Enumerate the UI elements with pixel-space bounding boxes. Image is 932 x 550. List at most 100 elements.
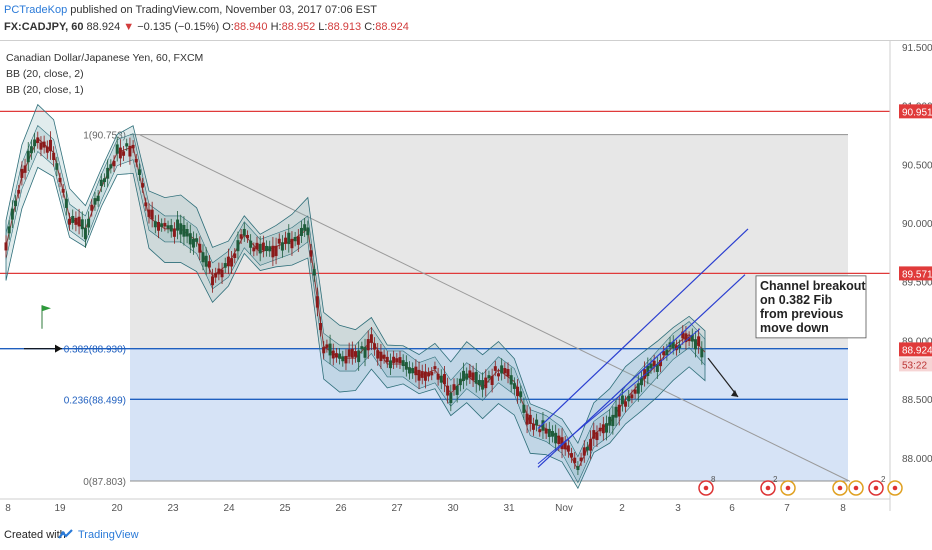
candle-body <box>83 227 87 240</box>
candle-body <box>36 137 40 143</box>
candle-body <box>541 420 545 431</box>
candle-body <box>550 431 554 437</box>
candle-body <box>4 242 8 251</box>
bb-indicator-2[interactable]: BB (20, close, 1) <box>6 84 84 96</box>
candle-body <box>369 334 373 343</box>
tradingview-logo-icon <box>58 529 73 539</box>
entry-arrow-head <box>55 344 62 353</box>
candle-body <box>614 406 618 418</box>
candle-body <box>446 385 450 396</box>
candle-body <box>662 351 666 356</box>
event-badge-dot <box>892 485 898 491</box>
candle-body <box>144 202 148 207</box>
candle-body <box>585 446 589 451</box>
candle-body <box>462 370 466 381</box>
candle-body <box>414 366 418 376</box>
candle-body <box>512 383 516 389</box>
projection-arrow-head <box>731 389 738 397</box>
candle-body <box>423 371 427 381</box>
candle-body <box>487 375 491 379</box>
candle-body <box>452 384 456 390</box>
candle-body <box>160 223 164 227</box>
annotation-line: on 0.382 Fib <box>760 293 833 307</box>
candle-body <box>347 349 351 357</box>
projection-arrow <box>707 357 739 398</box>
candle-body <box>655 363 659 372</box>
candle-body <box>220 269 224 278</box>
x-tick-label: 3 <box>675 503 681 514</box>
candle-body <box>77 216 81 227</box>
candle-body <box>296 236 300 245</box>
candle-body <box>659 359 663 367</box>
candle-body <box>147 209 151 217</box>
candle-body <box>643 369 647 379</box>
candle-body <box>563 442 567 450</box>
candle-body <box>382 354 386 359</box>
candle-body <box>125 143 129 147</box>
event-badge-dot <box>873 485 879 491</box>
candle-body <box>195 238 199 242</box>
candle-body <box>26 150 30 163</box>
chart-svg[interactable]: 1(90.753) 0.382(88.930) 0.236(88.499) 0(87.… <box>0 41 932 521</box>
y-tick-label: 89.500 <box>902 278 932 289</box>
candle-body <box>690 334 694 342</box>
candle-body <box>188 233 192 245</box>
header: PCTradeKop published on TradingView.com,… <box>0 0 932 40</box>
candle-body <box>319 322 323 330</box>
candle-body <box>309 250 313 257</box>
candle-body <box>10 208 14 220</box>
candle-body <box>436 373 440 380</box>
price-tag-high-bg <box>899 104 932 119</box>
chart-area[interactable]: 1(90.753) 0.382(88.930) 0.236(88.499) 0(87.… <box>0 40 932 514</box>
candle-body <box>334 353 338 358</box>
candle-body <box>395 358 399 363</box>
symbol-label[interactable]: FX:CADJPY, 60 <box>4 21 84 33</box>
candle-body <box>7 226 11 234</box>
candle-body <box>71 215 75 223</box>
candle-body <box>481 380 485 390</box>
tradingview-brand[interactable]: TradingView <box>78 529 139 541</box>
candle-body <box>233 253 237 258</box>
candle-body <box>538 429 542 433</box>
candle-body <box>639 377 643 386</box>
event-badge-dot <box>837 485 843 491</box>
candle-body <box>522 404 526 413</box>
high-value: 88.952 <box>281 21 316 33</box>
event-badge-count: 2 <box>881 475 886 484</box>
candle-body <box>242 228 246 236</box>
candle-body <box>471 372 475 381</box>
candle-body <box>652 360 656 367</box>
candle-body <box>493 366 497 371</box>
candle-body <box>496 373 500 377</box>
author-link[interactable]: PCTradeKop <box>4 4 68 16</box>
candle-body <box>430 371 434 376</box>
candle-body <box>261 242 265 251</box>
candle-body <box>649 363 653 369</box>
event-badge-dot <box>703 485 709 491</box>
bb-indicator-1[interactable]: BB (20, close, 2) <box>6 68 84 80</box>
candle-body <box>265 245 269 252</box>
candle-body <box>141 183 145 188</box>
x-tick-label: 25 <box>279 503 291 514</box>
y-tick-label: 88.000 <box>902 454 932 465</box>
candle-body <box>490 376 494 385</box>
candle-body <box>239 234 243 239</box>
candle-body <box>608 416 612 426</box>
price-tag-current-bg <box>899 342 932 357</box>
candle-body <box>58 177 62 183</box>
candle-body <box>48 139 52 152</box>
candle-body <box>312 269 316 276</box>
candle-body <box>230 258 234 267</box>
x-tick-label: Nov <box>555 503 573 514</box>
candle-body <box>484 377 488 389</box>
candle-body <box>223 263 227 268</box>
countdown-bg <box>899 357 932 372</box>
candle-body <box>14 200 18 207</box>
candle-body <box>516 386 520 397</box>
candle-body <box>39 142 43 150</box>
candle-body <box>74 217 78 225</box>
candle-body <box>274 245 278 257</box>
candle-body <box>128 145 132 157</box>
candle-body <box>68 218 72 225</box>
candle-body <box>277 238 281 244</box>
